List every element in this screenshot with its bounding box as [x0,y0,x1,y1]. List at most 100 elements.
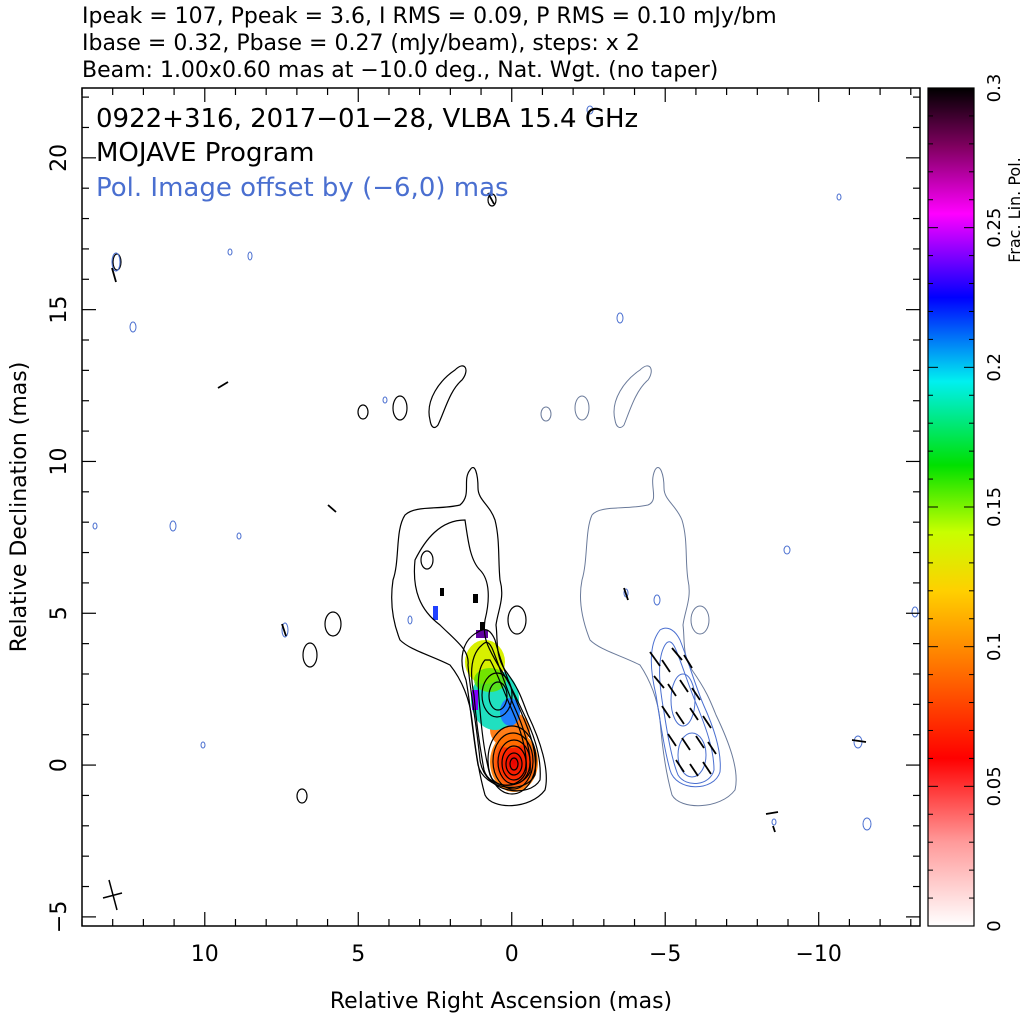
pol-offset-label: Pol. Image offset by (−6,0) mas [96,173,509,203]
pol-contour-blob-upper [613,365,652,428]
header-line-2: Ibase = 0.32, Pbase = 0.27 (mJy/beam), s… [82,31,640,56]
contour-core-1 [487,725,537,795]
pol-intensity-contours [92,105,919,831]
evpa-tick [679,679,689,693]
evpa-tick [281,623,287,637]
colorbar-tick-label: 0.3 [984,74,1005,103]
pol-noise-10 [281,622,289,638]
evpa-tick [653,675,665,689]
contour-blob-c [507,605,527,635]
evpa-vectors [111,192,867,833]
evpa-tick [681,737,691,751]
y-tick-label: 20 [47,144,72,172]
frac-pol-edge-top [476,630,488,638]
evpa-tick [695,735,705,749]
evpa-tick [702,761,712,775]
contour-core-6 [509,757,519,771]
pol-contour-blob-a [574,395,590,421]
evpa-tick [661,705,671,719]
colorbar-tick-label: 0.25 [984,208,1005,248]
contour-core-3 [497,739,531,785]
x-tick-label: −5 [649,942,681,967]
evpa-tick [851,739,867,743]
colorbar-tick-label: 0.05 [984,766,1005,806]
contour-level-1 [391,467,547,807]
y-tick-label: −5 [47,901,72,933]
y-tick-label: 10 [47,447,72,475]
evpa-tick [661,659,671,673]
pol-contour-level-1 [579,467,737,807]
frac-pol-black-1 [440,588,444,596]
pol-contour-level-1b [650,627,721,788]
contour-level-5 [477,659,527,786]
pol-noise-7 [169,520,177,532]
evpa-tick [649,651,661,667]
evpa-tick [217,381,229,389]
plot-area [92,105,919,911]
pol-noise-19 [836,193,842,201]
program-label: MOJAVE Program [96,138,314,168]
frac-pol-black-3 [480,622,485,630]
pol-noise-16 [653,594,661,606]
evpa-tick [689,707,699,721]
pol-noise-6 [616,312,624,324]
pol-noise-4 [227,248,233,256]
colorbar-tick-label: 0.1 [984,632,1005,661]
contour-blob-a [392,395,408,421]
colorbar-ticks: 0 0.05 0.1 0.15 0.2 0.25 0.3 [928,74,1005,932]
axis-ticks [81,88,920,926]
x-tick-label: 5 [351,942,365,967]
evpa-tick [667,733,677,747]
contour-knot-2 [488,681,508,711]
pol-noise-20 [623,588,629,598]
x-tick-label: 0 [505,942,519,967]
x-tick-label: −10 [795,942,841,967]
evpa-tick [707,741,717,755]
x-tick-label: 10 [191,942,219,967]
pol-image-intensity-contours [540,365,737,807]
colorbar-label: Frac. Lin. Pol. [1005,157,1024,262]
evpa-tick [765,811,779,815]
evpa-tick [691,687,701,701]
contour-core-4 [501,745,527,781]
contour-blob-upper [428,365,467,429]
evpa-tick [675,759,685,773]
y-axis-label: Relative Declination (mas) [7,362,32,653]
pol-noise-5 [247,251,253,261]
contour-level-2 [413,519,541,792]
evpa-tick [683,654,693,669]
pol-noise-9 [92,522,98,530]
pol-noise-17 [407,615,413,625]
contour-level-3 [461,629,537,788]
y-tick-labels: −5 0 5 10 15 20 [47,144,72,933]
pol-noise-11 [200,741,206,749]
pol-contour-knot [670,673,696,727]
x-axis-label: Relative Right Ascension (mas) [330,989,672,1014]
header-line-1: Ipeak = 107, Ppeak = 3.6, I RMS = 0.09, … [82,4,777,29]
y-tick-label: 0 [47,758,72,772]
pol-noise-14 [862,817,872,831]
header-line-3: Beam: 1.00x0.60 mas at −10.0 deg., Nat. … [82,58,718,83]
plot-frame [81,87,921,927]
contour-level-4 [471,641,531,786]
pol-noise-12 [783,545,791,555]
pol-noise-8 [236,532,242,540]
contour-blob-e [324,611,342,637]
evpa-tick [667,683,677,697]
contour-blob-b [357,404,369,420]
pol-noise-3 [129,321,137,333]
beam-cross [102,879,123,911]
pol-contour-level-2 [659,641,715,784]
contour-core-5 [505,752,523,776]
colorbar-tick-label: 0 [984,920,1005,931]
colorbar-tick-label: 0.2 [984,353,1005,382]
frac-pol-black-2 [473,594,478,603]
evpa-tick [327,504,337,513]
evpa-tick [111,267,117,283]
contour-blob-h [487,193,497,207]
beam-minor-axis [102,892,123,899]
evpa-tick [623,587,629,601]
pol-noise-18 [382,396,388,404]
contour-knot-1 [481,672,513,718]
contour-blob-g [296,788,308,804]
